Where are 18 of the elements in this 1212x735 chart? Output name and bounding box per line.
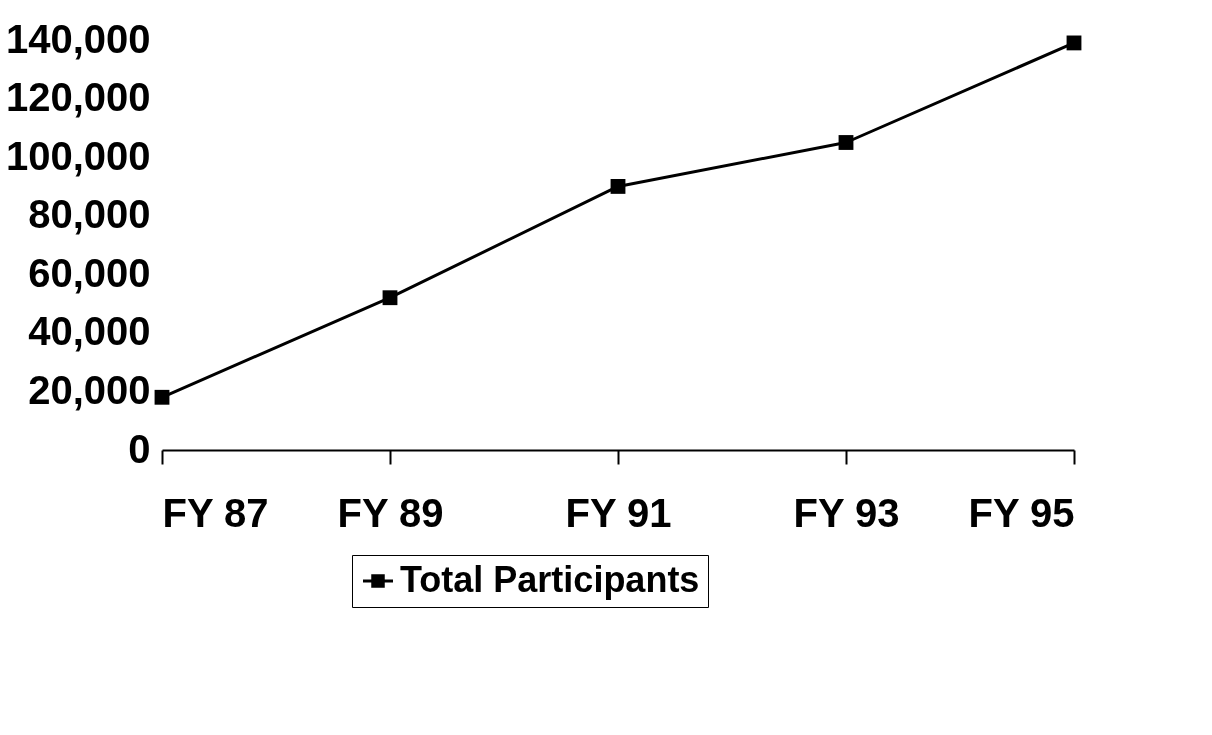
x-tick-label: FY 93: [793, 490, 900, 535]
y-tick-label: 140,000: [5, 16, 151, 61]
y-tick-label: 80,000: [28, 192, 151, 237]
x-tick-label: FY 87: [162, 490, 269, 535]
point: [382, 290, 398, 306]
y-tick-label: 20,000: [28, 367, 151, 412]
y-tick-label: 60,000: [28, 250, 151, 295]
point: [154, 389, 170, 405]
y-tick-label: 100,000: [5, 133, 151, 178]
y-tick-label: 120,000: [5, 75, 151, 120]
point: [838, 135, 854, 150]
legend-label: Total Participants: [400, 559, 700, 600]
y-tick-label: 0: [128, 426, 151, 471]
x-tick-label: FY 91: [565, 490, 672, 535]
x-tick-label: FY 89: [337, 490, 444, 535]
y-tick-label: 40,000: [28, 309, 151, 354]
x-tick-label: FY 95: [968, 490, 1075, 535]
point: [610, 179, 626, 194]
